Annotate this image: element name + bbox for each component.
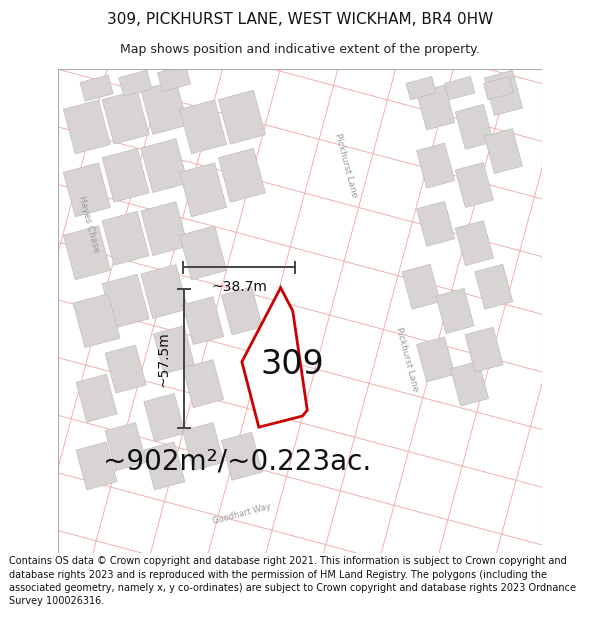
Polygon shape bbox=[102, 90, 149, 144]
Polygon shape bbox=[406, 76, 436, 100]
Polygon shape bbox=[402, 264, 440, 309]
Polygon shape bbox=[141, 264, 188, 319]
Polygon shape bbox=[102, 274, 149, 328]
Polygon shape bbox=[141, 81, 188, 134]
Text: ~57.5m: ~57.5m bbox=[157, 331, 170, 386]
Polygon shape bbox=[158, 66, 191, 91]
Text: Pickhurst Lane: Pickhurst Lane bbox=[394, 326, 419, 392]
Polygon shape bbox=[182, 422, 224, 471]
Polygon shape bbox=[76, 374, 117, 422]
Polygon shape bbox=[475, 264, 513, 309]
Polygon shape bbox=[416, 143, 455, 188]
Polygon shape bbox=[182, 297, 224, 344]
Polygon shape bbox=[416, 337, 455, 382]
Polygon shape bbox=[102, 211, 149, 265]
Polygon shape bbox=[179, 226, 227, 280]
Polygon shape bbox=[484, 129, 523, 174]
Polygon shape bbox=[80, 75, 113, 101]
Polygon shape bbox=[105, 422, 146, 471]
Polygon shape bbox=[484, 76, 514, 100]
Polygon shape bbox=[179, 163, 227, 217]
Polygon shape bbox=[179, 100, 227, 154]
Polygon shape bbox=[416, 85, 455, 130]
Polygon shape bbox=[144, 442, 185, 490]
Polygon shape bbox=[242, 288, 307, 428]
Text: Pickhurst Lane: Pickhurst Lane bbox=[333, 132, 359, 199]
Polygon shape bbox=[141, 202, 188, 256]
Text: Map shows position and indicative extent of the property.: Map shows position and indicative extent… bbox=[120, 42, 480, 56]
Polygon shape bbox=[182, 359, 224, 408]
Polygon shape bbox=[221, 287, 262, 335]
Polygon shape bbox=[445, 76, 475, 100]
Polygon shape bbox=[451, 361, 488, 406]
Polygon shape bbox=[102, 148, 149, 202]
Polygon shape bbox=[416, 201, 455, 246]
Polygon shape bbox=[465, 328, 503, 372]
Polygon shape bbox=[64, 163, 110, 217]
Polygon shape bbox=[105, 345, 146, 393]
Polygon shape bbox=[73, 294, 120, 348]
Polygon shape bbox=[436, 289, 474, 333]
Text: Hayes Chase: Hayes Chase bbox=[77, 194, 101, 253]
Text: ~38.7m: ~38.7m bbox=[211, 280, 267, 294]
Polygon shape bbox=[455, 104, 493, 149]
Polygon shape bbox=[141, 139, 188, 192]
Polygon shape bbox=[221, 432, 262, 480]
Polygon shape bbox=[218, 90, 265, 144]
Text: Goodhart Way: Goodhart Way bbox=[212, 503, 272, 526]
Polygon shape bbox=[455, 221, 493, 266]
Text: ~902m²/~0.223ac.: ~902m²/~0.223ac. bbox=[103, 447, 371, 475]
Polygon shape bbox=[218, 148, 265, 202]
Polygon shape bbox=[154, 326, 194, 374]
Text: 309: 309 bbox=[261, 348, 325, 381]
Polygon shape bbox=[144, 394, 185, 441]
Polygon shape bbox=[76, 442, 117, 490]
Polygon shape bbox=[64, 100, 110, 154]
Polygon shape bbox=[64, 226, 110, 280]
Polygon shape bbox=[455, 162, 493, 208]
Text: 309, PICKHURST LANE, WEST WICKHAM, BR4 0HW: 309, PICKHURST LANE, WEST WICKHAM, BR4 0… bbox=[107, 12, 493, 27]
Text: Contains OS data © Crown copyright and database right 2021. This information is : Contains OS data © Crown copyright and d… bbox=[9, 556, 576, 606]
Polygon shape bbox=[484, 71, 523, 116]
Polygon shape bbox=[119, 70, 152, 96]
